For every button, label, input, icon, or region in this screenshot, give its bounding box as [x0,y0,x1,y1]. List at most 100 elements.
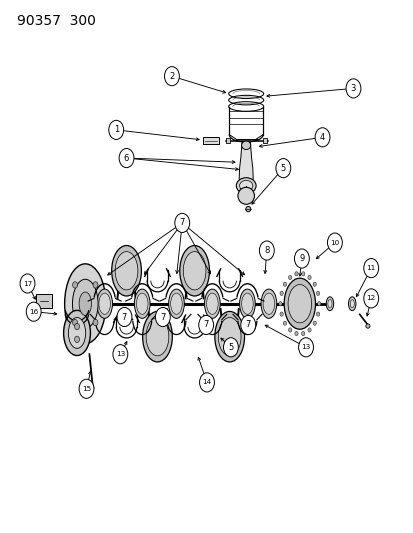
Text: 7: 7 [160,312,165,321]
Ellipse shape [307,328,311,332]
Ellipse shape [237,187,254,204]
Ellipse shape [170,293,182,314]
Circle shape [294,249,309,268]
Ellipse shape [97,289,112,318]
Text: 4: 4 [319,133,324,142]
Ellipse shape [72,279,98,328]
Text: 14: 14 [202,379,211,385]
Ellipse shape [206,293,218,314]
Text: 7: 7 [203,320,208,329]
Ellipse shape [64,310,90,356]
Text: 5: 5 [280,164,285,173]
Ellipse shape [179,246,209,296]
Text: 7: 7 [245,320,250,329]
Text: 90357  300: 90357 300 [17,14,96,28]
FancyBboxPatch shape [36,294,52,308]
Circle shape [259,241,273,260]
Ellipse shape [146,318,169,356]
Ellipse shape [142,311,172,362]
Ellipse shape [183,252,206,290]
Ellipse shape [294,272,297,276]
Circle shape [314,128,329,147]
Ellipse shape [278,302,281,306]
Ellipse shape [68,318,85,349]
Circle shape [155,308,170,327]
Ellipse shape [279,291,282,295]
Polygon shape [239,142,253,184]
Circle shape [20,274,35,293]
Circle shape [74,324,79,330]
Ellipse shape [204,289,220,318]
Circle shape [93,282,98,288]
FancyBboxPatch shape [202,138,218,144]
Circle shape [26,302,41,321]
Ellipse shape [282,282,286,286]
Ellipse shape [279,312,282,316]
Circle shape [199,373,214,392]
Text: 2: 2 [169,71,174,80]
Ellipse shape [316,312,319,316]
Circle shape [174,213,189,232]
Circle shape [363,259,378,278]
Circle shape [164,67,179,86]
Circle shape [240,316,255,335]
Ellipse shape [214,311,244,362]
Bar [263,138,267,143]
Ellipse shape [245,206,250,212]
Circle shape [93,319,98,326]
Text: 9: 9 [299,254,304,263]
Ellipse shape [312,282,316,286]
Circle shape [119,149,134,167]
Bar [225,138,229,143]
Text: 13: 13 [301,344,310,350]
Ellipse shape [79,292,91,316]
Circle shape [345,79,360,98]
Ellipse shape [261,289,276,318]
Ellipse shape [317,302,320,306]
Text: 6: 6 [123,154,129,163]
Text: 17: 17 [23,280,32,287]
Ellipse shape [134,289,150,318]
Circle shape [72,282,77,288]
Text: 8: 8 [263,246,269,255]
Circle shape [275,159,290,177]
Ellipse shape [239,289,255,318]
Ellipse shape [288,328,291,332]
Circle shape [117,308,132,327]
Text: 1: 1 [113,125,119,134]
Ellipse shape [283,278,315,329]
Text: 15: 15 [82,386,91,392]
Circle shape [113,345,128,364]
Ellipse shape [288,276,291,280]
Ellipse shape [239,180,252,191]
Ellipse shape [218,318,240,356]
Circle shape [223,338,238,357]
Ellipse shape [325,297,333,311]
Ellipse shape [294,332,297,336]
Ellipse shape [241,141,250,150]
Ellipse shape [136,293,147,314]
Ellipse shape [168,289,184,318]
Text: 12: 12 [366,295,375,301]
Circle shape [298,338,313,357]
Ellipse shape [348,297,355,311]
Ellipse shape [312,321,316,325]
Ellipse shape [316,291,319,295]
Ellipse shape [327,300,331,308]
Ellipse shape [349,300,354,308]
Ellipse shape [307,276,311,280]
Text: 13: 13 [116,351,125,357]
Ellipse shape [287,285,311,323]
Ellipse shape [241,293,253,314]
Text: 3: 3 [350,84,355,93]
Text: 7: 7 [179,219,185,228]
Ellipse shape [301,272,304,276]
Ellipse shape [365,324,369,328]
Ellipse shape [282,321,286,325]
Text: 16: 16 [29,309,38,314]
Circle shape [79,379,94,398]
Circle shape [198,316,213,335]
Text: 7: 7 [121,312,127,321]
Text: 11: 11 [366,265,375,271]
Circle shape [327,233,342,252]
